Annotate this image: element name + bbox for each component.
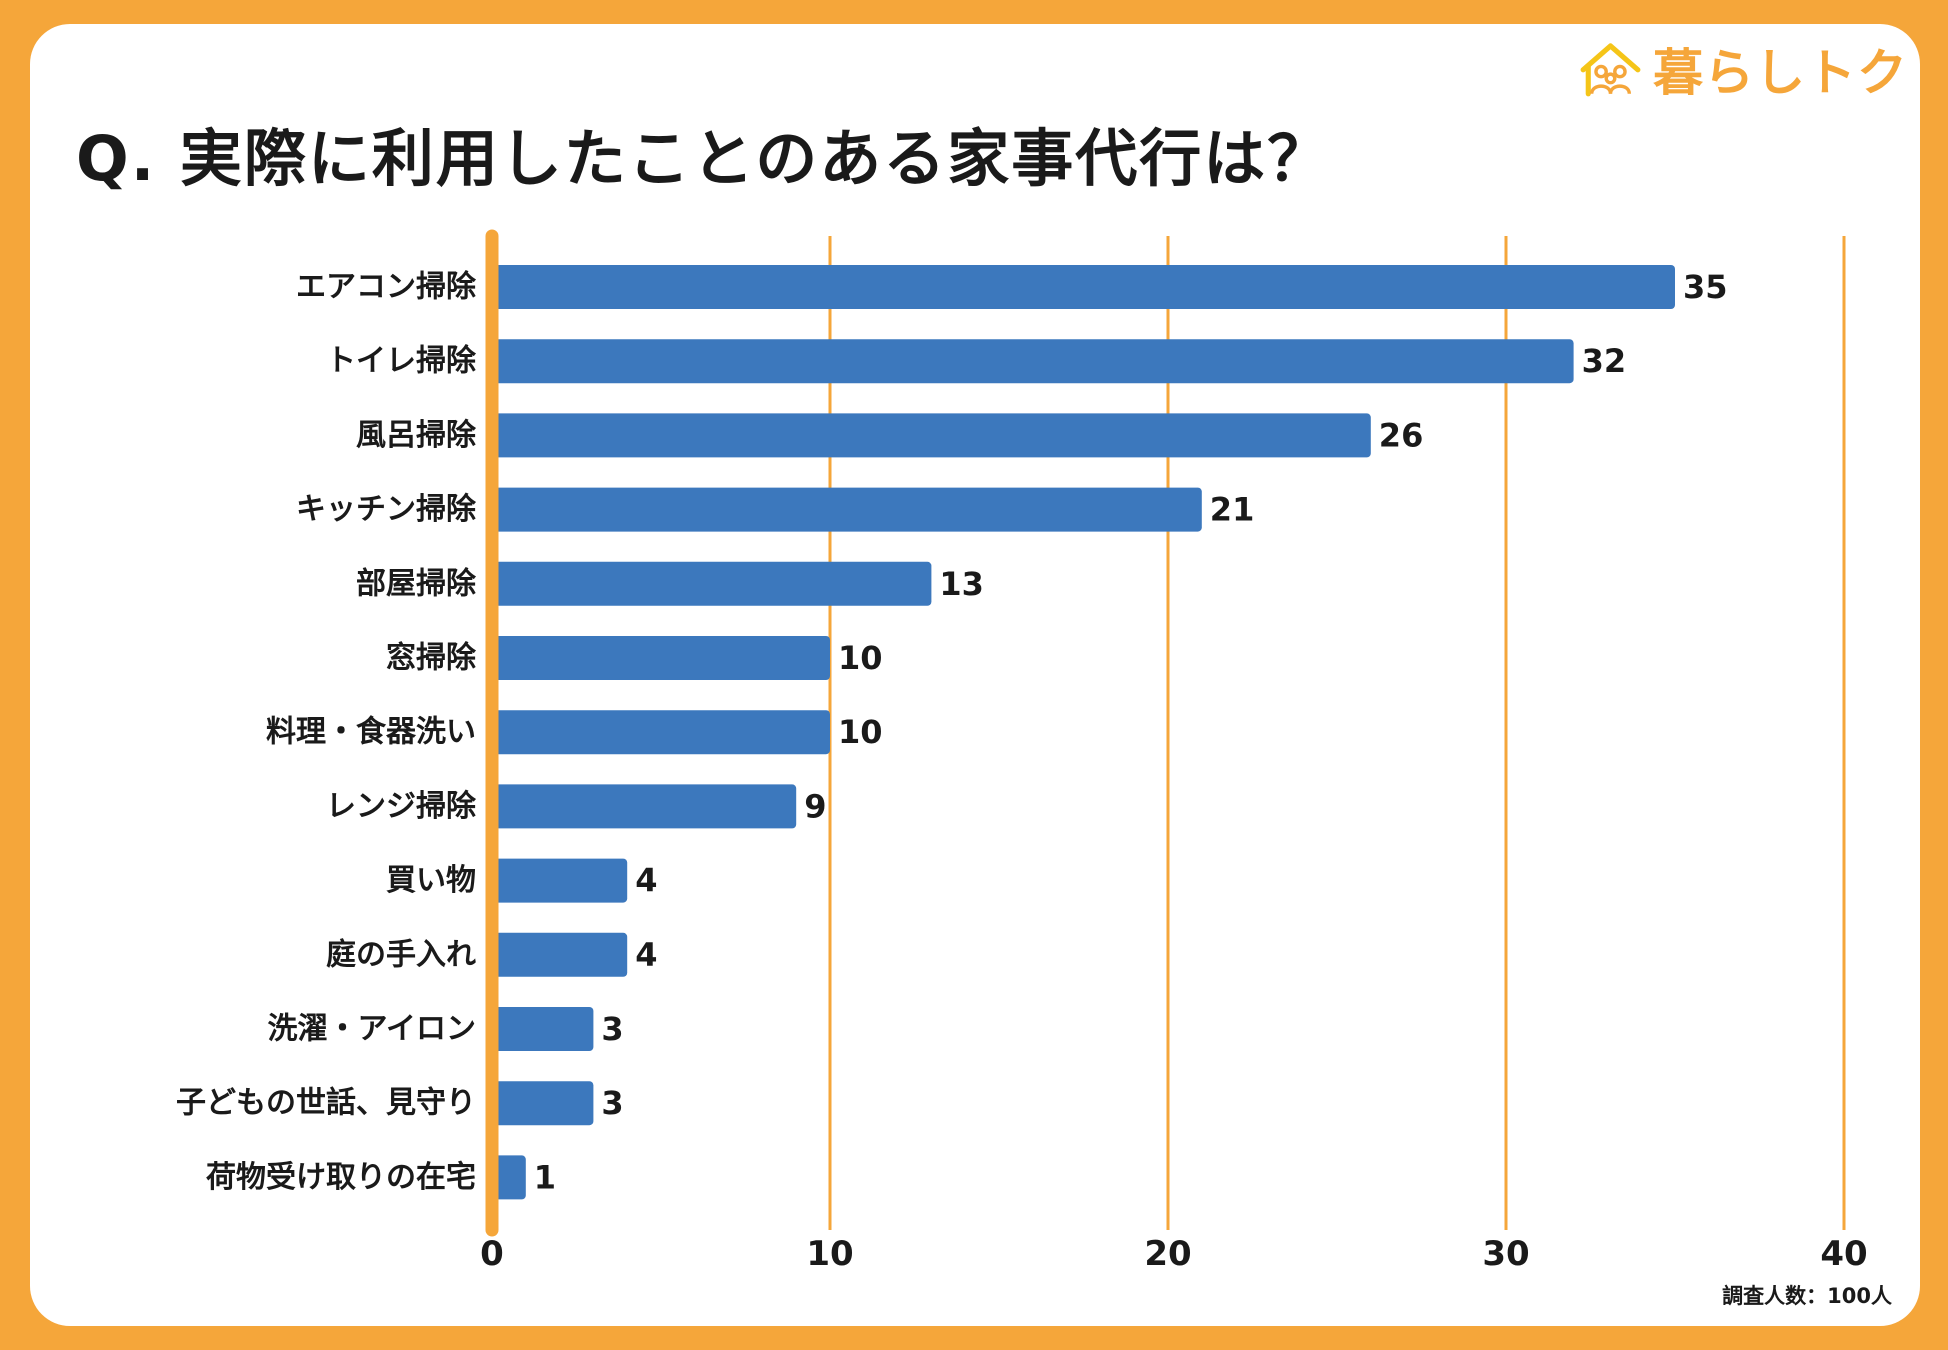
x-tick-label-10: 10: [806, 1234, 853, 1274]
bar-5: [492, 636, 830, 680]
bar-0: [492, 265, 1675, 309]
value-label-11: 3: [601, 1084, 623, 1122]
value-label-12: 1: [534, 1158, 556, 1196]
value-label-9: 4: [635, 936, 657, 974]
category-label-1: トイレ掃除: [326, 344, 477, 379]
page-title: Q. 実際に利用したことのある家事代行は？: [76, 122, 1332, 195]
bar-9: [492, 932, 628, 977]
bar-12: [492, 1155, 526, 1200]
value-label-2: 26: [1379, 416, 1424, 454]
category-label-12: 荷物受け取りの在宅: [206, 1160, 476, 1195]
value-label-8: 4: [635, 862, 657, 900]
survey-size-note: 調査人数：100人: [1722, 1284, 1892, 1308]
bar-7: [492, 784, 797, 829]
category-label-3: キッチン掃除: [296, 492, 477, 527]
category-label-9: 庭の手入れ: [326, 937, 476, 972]
bar-10: [492, 1007, 594, 1051]
category-label-4: 部屋掃除: [356, 566, 477, 601]
bar-8: [492, 858, 628, 903]
value-label-4: 13: [939, 565, 984, 603]
bar-11: [492, 1081, 594, 1126]
bar-2: [492, 413, 1371, 458]
house-family-icon: [1580, 43, 1641, 97]
x-tick-label-40: 40: [1820, 1234, 1867, 1274]
x-tick-label-30: 30: [1482, 1234, 1529, 1274]
category-label-6: 料理・食器洗い: [266, 715, 476, 750]
bar-1: [492, 339, 1574, 384]
bar-6: [492, 710, 830, 755]
category-label-11: 子どもの世話、見守り: [176, 1086, 476, 1121]
category-label-7: レンジ掃除: [326, 789, 477, 824]
value-label-6: 10: [838, 713, 883, 751]
bar-3: [492, 487, 1202, 532]
category-label-10: 洗濯・アイロン: [268, 1012, 477, 1047]
category-label-5: 窓掃除: [386, 641, 477, 676]
category-label-8: 買い物: [386, 863, 476, 898]
value-label-5: 10: [838, 639, 883, 677]
brand-logo: 暮らしトク: [1578, 36, 1908, 102]
bar-4: [492, 561, 932, 606]
value-label-10: 3: [601, 1010, 623, 1048]
chart-card: [30, 24, 1920, 1326]
value-label-3: 21: [1210, 491, 1255, 529]
category-label-2: 風呂掃除: [356, 418, 477, 453]
x-tick-label-20: 20: [1144, 1234, 1191, 1274]
value-label-1: 32: [1582, 342, 1627, 380]
category-label-0: エアコン掃除: [296, 270, 477, 305]
value-label-0: 35: [1683, 268, 1728, 306]
x-tick-label-0: 0: [480, 1234, 504, 1274]
brand-name: 暮らしトク: [1653, 44, 1908, 102]
value-label-7: 9: [804, 787, 826, 825]
